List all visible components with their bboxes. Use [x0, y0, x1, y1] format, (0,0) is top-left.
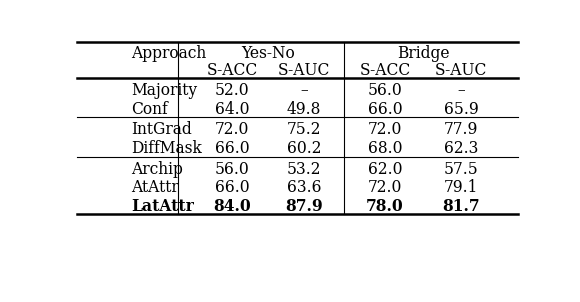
- Text: 53.2: 53.2: [287, 161, 321, 178]
- Text: –: –: [458, 82, 465, 99]
- Text: 49.8: 49.8: [287, 101, 321, 117]
- Text: 87.9: 87.9: [285, 198, 323, 215]
- Text: Majority: Majority: [131, 82, 197, 99]
- Text: 62.3: 62.3: [444, 140, 478, 157]
- Text: 62.0: 62.0: [368, 161, 402, 178]
- Text: LatAttr: LatAttr: [131, 198, 194, 215]
- Text: 60.2: 60.2: [287, 140, 321, 157]
- Text: 68.0: 68.0: [368, 140, 402, 157]
- Text: Conf: Conf: [131, 101, 168, 117]
- Text: 56.0: 56.0: [215, 161, 249, 178]
- Text: S-ACC: S-ACC: [359, 62, 411, 79]
- Text: 57.5: 57.5: [444, 161, 478, 178]
- Text: Archip: Archip: [131, 161, 183, 178]
- Text: S-ACC: S-ACC: [206, 62, 258, 79]
- Text: 66.0: 66.0: [215, 140, 249, 157]
- Text: 52.0: 52.0: [215, 82, 249, 99]
- Text: S-AUC: S-AUC: [435, 62, 488, 79]
- Text: Yes-No: Yes-No: [241, 45, 295, 62]
- Text: 63.6: 63.6: [287, 179, 321, 196]
- Text: DiffMask: DiffMask: [131, 140, 202, 157]
- Text: 64.0: 64.0: [215, 101, 249, 117]
- Text: 79.1: 79.1: [444, 179, 478, 196]
- Text: 84.0: 84.0: [213, 198, 251, 215]
- Text: IntGrad: IntGrad: [131, 121, 191, 139]
- Text: 66.0: 66.0: [368, 101, 402, 117]
- Text: 66.0: 66.0: [215, 179, 249, 196]
- Text: 72.0: 72.0: [368, 121, 402, 139]
- Text: 77.9: 77.9: [444, 121, 478, 139]
- Text: 78.0: 78.0: [366, 198, 404, 215]
- Text: Approach: Approach: [131, 45, 206, 62]
- Text: Bridge: Bridge: [397, 45, 450, 62]
- Text: 75.2: 75.2: [287, 121, 321, 139]
- Text: 56.0: 56.0: [368, 82, 403, 99]
- Text: 72.0: 72.0: [368, 179, 402, 196]
- Text: –: –: [300, 82, 308, 99]
- Text: 81.7: 81.7: [443, 198, 480, 215]
- Text: 65.9: 65.9: [444, 101, 478, 117]
- Text: 72.0: 72.0: [215, 121, 249, 139]
- Text: AtAttr: AtAttr: [131, 179, 179, 196]
- Text: S-AUC: S-AUC: [278, 62, 330, 79]
